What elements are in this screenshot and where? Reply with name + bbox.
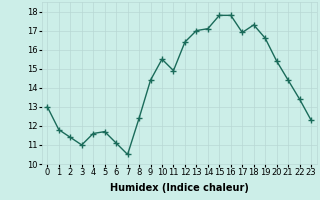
X-axis label: Humidex (Indice chaleur): Humidex (Indice chaleur) (110, 183, 249, 193)
